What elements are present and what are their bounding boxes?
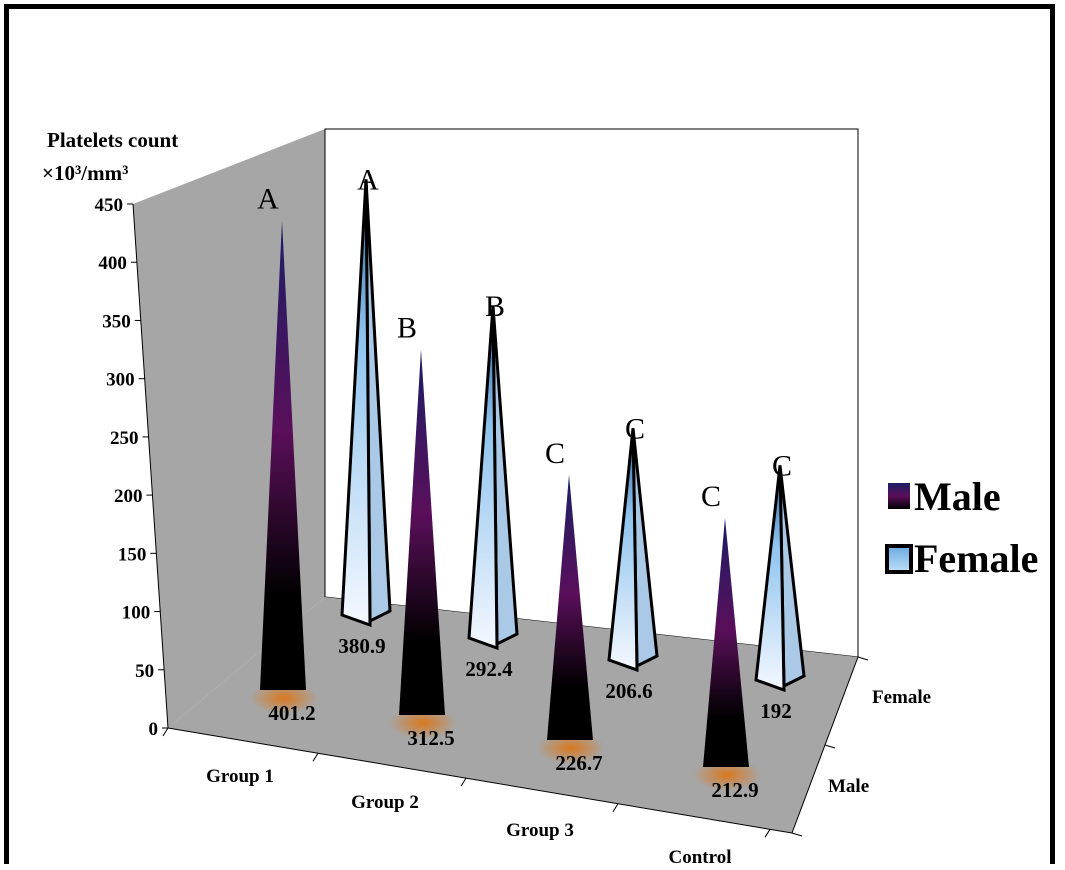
y-tick-label: 0 [149,719,159,740]
y-axis-label-line2: ×10³/mm³ [42,161,128,185]
sig-letter-female: C [625,412,645,445]
bar-male [547,474,593,740]
bar-male [703,517,749,767]
data-label-female: 192 [760,699,792,723]
x-tick-mark [764,829,771,838]
depth-tick-label: Female [872,687,931,708]
sig-letter-female: B [485,290,505,323]
pyramid-marks: 380.9 A 292.4 B 206.6 C 192 C 401.2 A 312.5 B 226.7 C… [250,163,806,802]
legend-swatch-male [888,483,910,509]
bar-female [467,305,499,651]
y-axis-ticks: 0 50 100 150 200 250 300 350 400 450 [95,195,168,740]
y-axis-label-line1: Platelets count [47,128,178,152]
y-tick-label: 100 [122,603,151,624]
x-axis-ticks: Group 1 Group 2 Group 3 Control [162,727,771,868]
bar-female [340,179,372,628]
sig-letter-female: C [772,449,792,482]
x-tick-label: Group 2 [351,792,419,813]
x-tick-mark [612,803,619,812]
depth-tick-mark [791,832,803,837]
depth-axis-ticks: Male Female [791,656,931,837]
data-label-male: 312.5 [407,726,454,750]
y-tick-label: 250 [110,428,139,449]
x-tick-label: Control [669,847,732,868]
depth-tick-mark [824,744,836,749]
sig-letter-male: B [397,311,417,344]
y-tick-label: 150 [118,544,147,565]
x-tick-label: Group 3 [506,820,574,841]
data-label-female: 380.9 [338,634,385,658]
depth-tick-mark [857,656,869,661]
y-tick-label: 200 [114,486,143,507]
y-tick-label: 300 [106,370,135,391]
legend-label-male: Male [914,474,1001,519]
x-tick-mark [460,777,467,787]
sig-letter-male: A [257,183,279,216]
y-tick-label: 50 [135,661,154,682]
floor [168,597,858,833]
sig-letter-female: A [357,163,379,196]
y-tick-label: 400 [98,253,127,274]
x-axis-line [167,727,793,834]
data-label-male: 212.9 [711,778,758,802]
legend: Male Female [885,474,1038,581]
data-label-male: 401.2 [268,701,315,725]
y-axis-line [132,203,169,729]
data-label-female: 206.6 [605,679,652,703]
sig-letter-male: C [701,480,721,513]
bar-female [607,428,639,673]
bar-male [260,220,306,690]
x-tick-mark [162,727,169,737]
bar-female [754,465,786,693]
data-label-male: 226.7 [555,751,602,775]
x-tick-mark [312,752,319,762]
data-label-female: 292.4 [465,657,513,681]
sig-letter-male: C [545,437,565,470]
bar-male [399,349,445,715]
depth-tick-label: Male [828,776,869,797]
y-tick-label: 450 [95,195,124,216]
legend-swatch-female [885,544,913,574]
x-tick-label: Group 1 [206,766,274,787]
legend-label-female: Female [914,536,1038,581]
y-tick-label: 350 [102,311,131,332]
